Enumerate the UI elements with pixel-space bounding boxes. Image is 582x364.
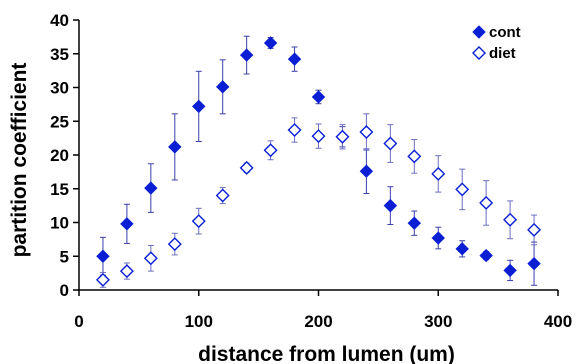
data-point (455, 182, 470, 197)
data-point (479, 248, 493, 263)
data-point (96, 249, 110, 263)
data-point (215, 188, 230, 203)
data-point (311, 129, 326, 144)
data-point (359, 125, 374, 140)
data-point (287, 123, 302, 138)
data-point (359, 164, 374, 178)
data-point (431, 231, 445, 245)
data-point (191, 214, 206, 229)
data-point (287, 52, 302, 66)
x-tick-label: 400 (544, 312, 572, 331)
data-point (120, 217, 134, 231)
data-point (95, 272, 110, 287)
y-tick-label: 15 (50, 180, 69, 199)
y-tick-label: 0 (60, 281, 69, 300)
legend-label-cont: cont (489, 24, 521, 41)
data-point (143, 251, 158, 266)
data-point (407, 216, 422, 230)
data-point (527, 222, 542, 237)
data-point (144, 181, 158, 195)
y-tick-label: 30 (50, 79, 69, 98)
data-point (167, 237, 182, 252)
x-axis-title: distance from lumen (um) (198, 343, 455, 364)
y-tick-label: 25 (50, 112, 69, 131)
data-point (263, 36, 278, 50)
x-tick-label: 100 (185, 312, 213, 331)
y-tick-label: 20 (50, 146, 69, 165)
x-tick-label: 300 (424, 312, 452, 331)
data-point (168, 140, 182, 154)
legend-label-diet: diet (489, 45, 516, 62)
data-point (263, 143, 278, 158)
data-point (407, 149, 422, 164)
y-axis-title: partition coefficient (8, 63, 31, 258)
series-diet (95, 113, 542, 288)
series-cont (96, 35, 541, 286)
data-point (239, 48, 254, 62)
series-layer (95, 35, 542, 288)
data-point (311, 90, 326, 104)
data-point (503, 263, 517, 278)
y-tick-label: 40 (50, 11, 69, 30)
data-point (383, 136, 398, 151)
data-point (431, 166, 446, 181)
y-tick-label: 35 (50, 45, 69, 64)
y-tick-label: 5 (60, 247, 69, 266)
data-point (215, 80, 230, 94)
data-point (192, 99, 206, 114)
x-tick-label: 200 (304, 312, 332, 331)
data-point (527, 256, 541, 271)
data-point (455, 242, 469, 256)
legend-marker-cont (472, 25, 486, 39)
data-point (503, 212, 518, 227)
x-tick-label: 0 (74, 312, 83, 331)
legend-marker-diet (472, 46, 486, 60)
data-point (383, 198, 398, 213)
data-point (119, 264, 134, 279)
legend: cont diet (472, 24, 521, 62)
data-point (335, 129, 350, 144)
data-point (479, 195, 494, 210)
y-tick-label: 10 (50, 214, 69, 233)
data-point (239, 160, 254, 175)
